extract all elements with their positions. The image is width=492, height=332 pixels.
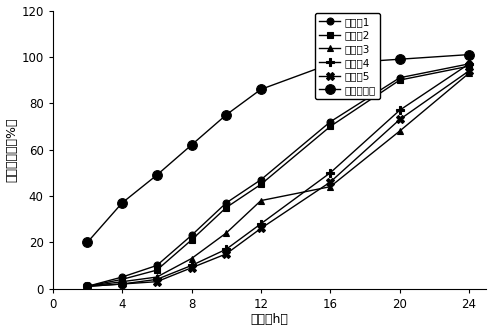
- 实施入1: [327, 120, 333, 124]
- 实施入4: [258, 222, 264, 226]
- 实施入1: [154, 264, 160, 268]
- 实施入2: [327, 124, 333, 128]
- Line: 实施入2: 实施入2: [84, 63, 473, 290]
- 市售缓释片: [154, 173, 160, 177]
- 实施入4: [466, 62, 472, 66]
- 实施入5: [188, 266, 194, 270]
- 市售缓释片: [258, 87, 264, 91]
- 实施入3: [223, 231, 229, 235]
- 实施入2: [85, 284, 91, 288]
- 实施入1: [466, 62, 472, 66]
- 实施入3: [119, 280, 125, 284]
- Line: 市售缓释片: 市售缓释片: [83, 50, 474, 247]
- 市售缓释片: [188, 143, 194, 147]
- 实施入4: [85, 284, 91, 288]
- 实施入2: [397, 78, 402, 82]
- 市售缓释片: [397, 57, 402, 61]
- 实施入2: [119, 277, 125, 281]
- Line: 实施入1: 实施入1: [84, 60, 473, 290]
- 实施入1: [223, 201, 229, 205]
- 实施入5: [154, 280, 160, 284]
- 实施入2: [466, 64, 472, 68]
- 实施入5: [258, 226, 264, 230]
- 实施入4: [154, 277, 160, 281]
- 实施入4: [119, 282, 125, 286]
- 实施入5: [223, 252, 229, 256]
- Line: 实施入4: 实施入4: [83, 60, 473, 290]
- 实施入4: [327, 171, 333, 175]
- 实施入5: [397, 118, 402, 122]
- 实施入3: [397, 129, 402, 133]
- 实施入5: [327, 180, 333, 184]
- 实施入4: [223, 247, 229, 251]
- 市售缓释片: [85, 240, 91, 244]
- X-axis label: 时间（h）: 时间（h）: [250, 313, 288, 326]
- 实施入5: [85, 284, 91, 288]
- 实施入1: [397, 76, 402, 80]
- Y-axis label: 累计释放度（%）: 累计释放度（%）: [5, 117, 19, 182]
- 实施入4: [188, 264, 194, 268]
- 市售缓释片: [223, 113, 229, 117]
- 市售缓释片: [119, 201, 125, 205]
- 实施入1: [258, 178, 264, 182]
- 市售缓释片: [327, 62, 333, 66]
- 实施入2: [188, 238, 194, 242]
- 实施入3: [154, 275, 160, 279]
- 实施入2: [223, 206, 229, 209]
- 实施入1: [188, 233, 194, 237]
- 实施入1: [85, 284, 91, 288]
- 实施入2: [258, 182, 264, 186]
- 实施入1: [119, 275, 125, 279]
- Line: 实施入5: 实施入5: [83, 67, 473, 290]
- 实施入4: [397, 108, 402, 112]
- 实施入3: [188, 257, 194, 261]
- 实施入3: [258, 199, 264, 203]
- 实施入5: [466, 69, 472, 73]
- 实施入3: [85, 284, 91, 288]
- 实施入3: [327, 185, 333, 189]
- 实施入3: [466, 71, 472, 75]
- Line: 实施入3: 实施入3: [84, 70, 473, 290]
- 市售缓释片: [466, 52, 472, 56]
- Legend: 实施入1, 实施入2, 实施入3, 实施入4, 实施入5, 市售缓释片: 实施入1, 实施入2, 实施入3, 实施入4, 实施入5, 市售缓释片: [315, 13, 380, 99]
- 实施入5: [119, 282, 125, 286]
- 实施入2: [154, 268, 160, 272]
